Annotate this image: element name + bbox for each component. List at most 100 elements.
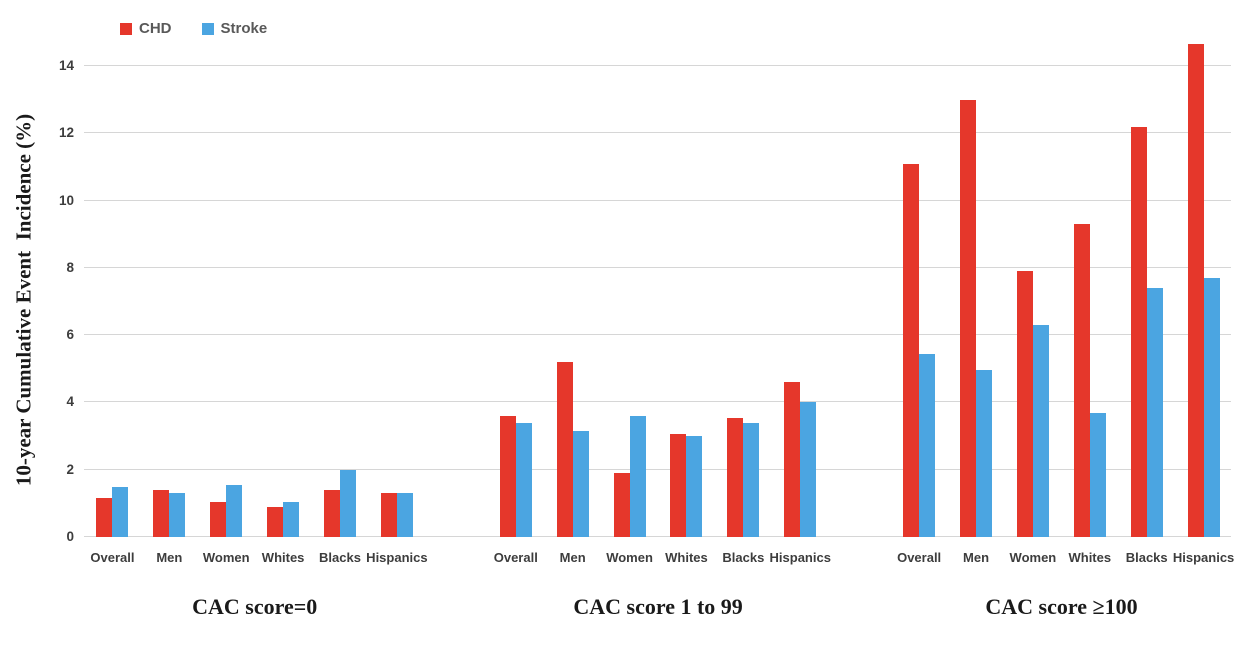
category-label: Hispanics — [769, 550, 831, 565]
category-slot: Men — [141, 66, 198, 565]
category-label: Blacks — [722, 550, 765, 565]
bar-pair — [727, 417, 760, 537]
category-label: Whites — [1068, 550, 1112, 565]
gridline — [84, 334, 1231, 336]
bar-chd — [380, 493, 397, 537]
bar-chd — [1187, 44, 1204, 537]
bar-pair — [1187, 44, 1220, 537]
bar-pair — [903, 163, 936, 537]
category-slot: Women — [601, 66, 658, 565]
category-slot: Women — [1004, 66, 1061, 565]
category-label: Overall — [493, 550, 538, 565]
bar-stroke — [572, 431, 589, 537]
y-tick-label: 10 — [58, 192, 74, 208]
group-label-cac-0: CAC score=0 — [192, 594, 318, 619]
category-label: Whites — [261, 550, 305, 565]
group-label-cac-1-99: CAC score 1 to 99 — [573, 594, 743, 619]
y-tick-label: 8 — [66, 259, 74, 275]
bar-stroke — [1089, 412, 1106, 537]
gridline — [84, 401, 1231, 403]
bar-pair — [960, 99, 993, 537]
bar-pair — [556, 362, 589, 537]
bar-stroke — [800, 402, 817, 537]
bar-chd — [267, 506, 284, 537]
bar-stroke — [629, 415, 646, 537]
bar-chd — [1073, 224, 1090, 537]
category-slot: Blacks — [1118, 66, 1175, 565]
category-label: Whites — [665, 550, 708, 565]
bar-stroke — [743, 422, 760, 537]
bar-chd — [903, 163, 920, 537]
group-label-cac-ge-100: CAC score ≥100 — [985, 594, 1138, 619]
y-tick-label: 12 — [58, 125, 74, 141]
category-label: Women — [202, 550, 250, 565]
bar-pair — [1130, 126, 1163, 537]
stroke-swatch-icon — [201, 22, 214, 35]
bar-pair — [153, 489, 186, 537]
category-slot: Hispanics — [1173, 44, 1234, 565]
category-label: Men — [963, 550, 990, 565]
category-slot: Blacks — [312, 66, 369, 565]
bar-pair — [613, 415, 646, 537]
y-tick-label: 2 — [66, 461, 74, 477]
bar-chd — [324, 489, 340, 537]
category-label: Women — [606, 550, 653, 565]
y-axis-title: 10-year Cumulative Event Incidence (%) — [11, 113, 36, 487]
y-tick-label: 0 — [66, 529, 74, 544]
category-label: Overall — [897, 550, 942, 565]
bar-chd — [499, 415, 516, 537]
category-slot: Overall — [84, 66, 141, 565]
y-tick-label: 6 — [66, 327, 74, 343]
bar-stroke — [1146, 288, 1163, 537]
category-slot: Whites — [658, 66, 715, 565]
category-slot: Women — [198, 66, 255, 565]
bar-pair — [1073, 224, 1106, 537]
category-label: Overall — [90, 550, 135, 565]
category-label: Men — [559, 550, 586, 565]
gridline — [84, 199, 1231, 201]
bar-chd — [210, 501, 227, 537]
bar-chd — [784, 382, 801, 537]
legend-label-stroke: Stroke — [220, 20, 268, 37]
category-slot: Overall — [891, 66, 948, 565]
bar-pair — [1016, 271, 1049, 537]
category-slot: Men — [948, 66, 1005, 565]
x-axis-line — [84, 536, 1231, 537]
bar-chd — [670, 434, 687, 537]
bar-group: Overall Men Women Whites Blacks Hispanics — [891, 44, 1234, 565]
bar-pair — [210, 484, 243, 537]
gridline — [84, 468, 1231, 470]
category-slot: Blacks — [715, 66, 772, 565]
bar-pair — [380, 493, 413, 537]
bar-pair — [96, 486, 129, 537]
y-tick-label: 14 — [58, 58, 74, 73]
bar-stroke — [396, 493, 413, 537]
category-label: Blacks — [319, 550, 361, 565]
category-label: Hispanics — [1172, 550, 1235, 565]
gridline — [84, 266, 1231, 268]
category-slot: Overall — [487, 66, 544, 565]
category-label: Hispanics — [366, 550, 428, 565]
category-label: Blacks — [1125, 550, 1168, 565]
bar-chd — [1130, 126, 1147, 537]
bar-stroke — [1032, 325, 1049, 537]
bar-chd — [960, 99, 977, 537]
bar-group: Overall Men Women Whites Blacks Hispanics — [487, 66, 831, 565]
bar-stroke — [169, 493, 186, 537]
bar-stroke — [112, 486, 129, 537]
bar-stroke — [686, 436, 703, 537]
legend-item-stroke: Stroke — [201, 20, 268, 37]
bar-pair — [324, 469, 356, 537]
gridline — [84, 65, 1231, 66]
group-labels-row: CAC score=0 CAC score 1 to 99 CAC score … — [84, 594, 1231, 620]
gridline — [84, 132, 1231, 134]
bar-group: Overall Men Women Whites Blacks Hispanics — [84, 66, 428, 565]
bar-stroke — [283, 501, 300, 537]
bar-pair — [670, 434, 703, 537]
legend: CHD Stroke — [120, 20, 267, 37]
bar-stroke — [976, 370, 993, 537]
bar-chd — [613, 473, 630, 537]
bar-stroke — [1203, 277, 1220, 537]
category-label: Men — [156, 550, 183, 565]
